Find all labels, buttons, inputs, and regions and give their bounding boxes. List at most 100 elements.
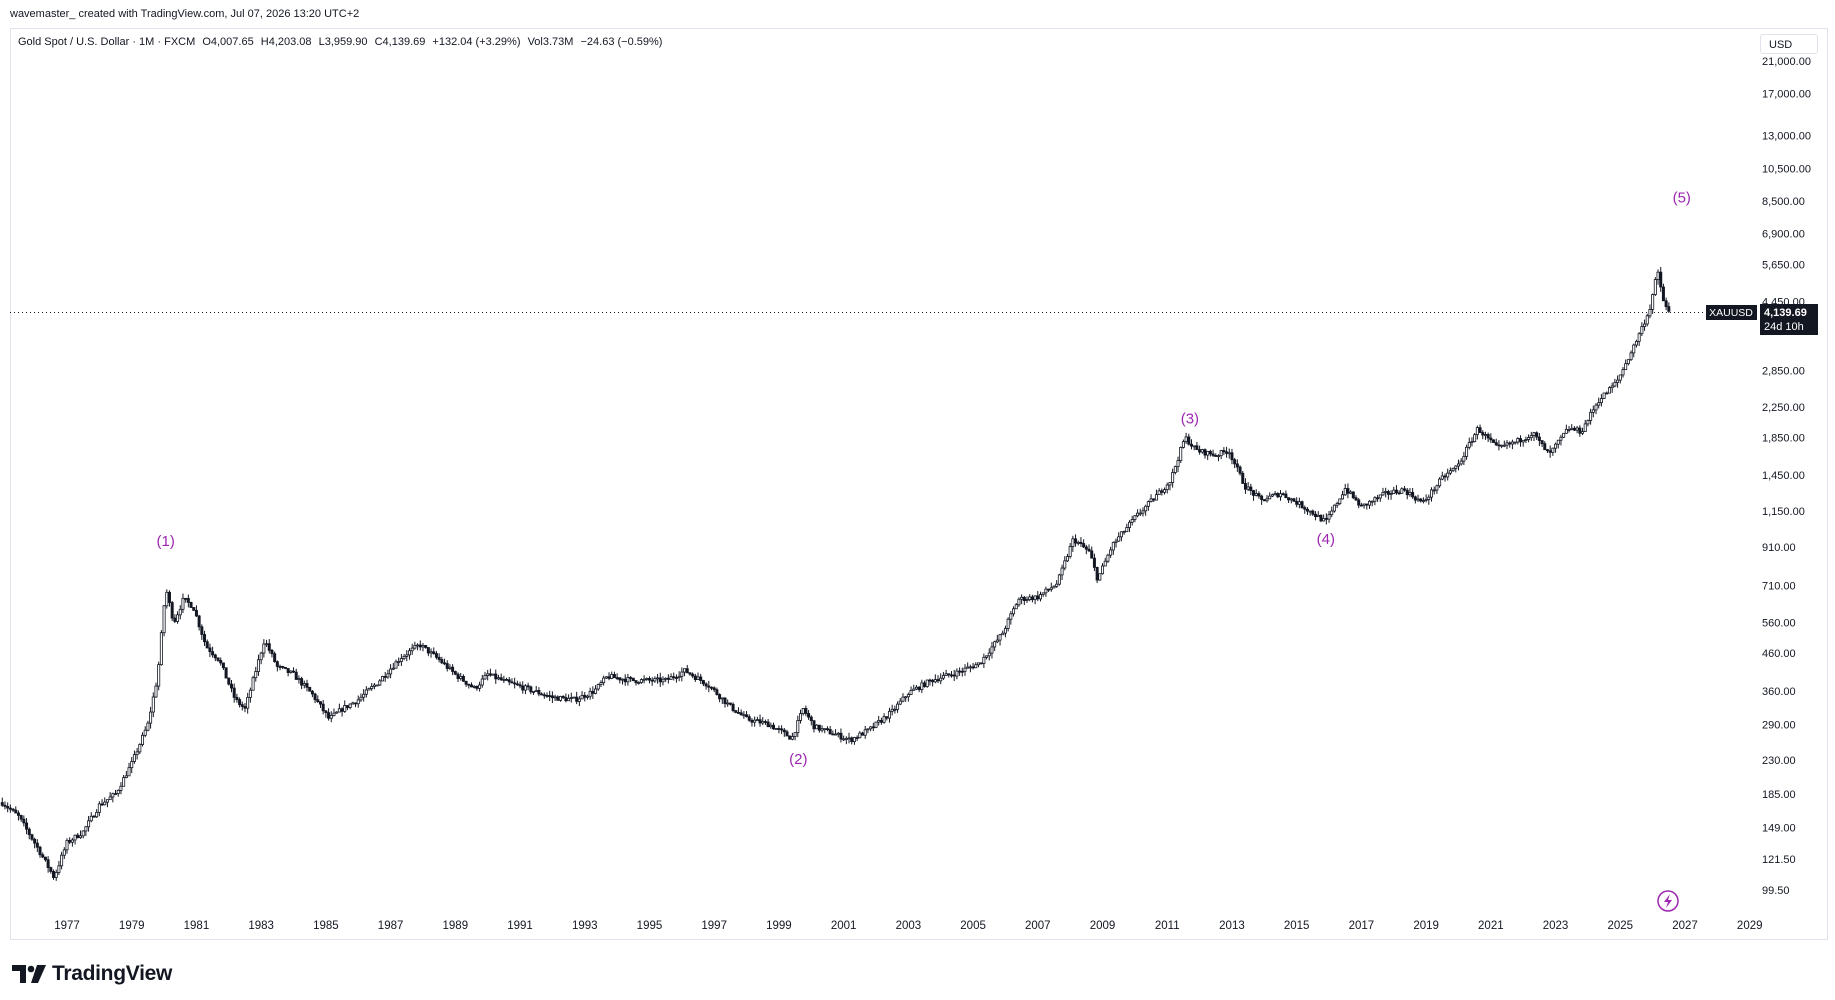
candle-body bbox=[73, 834, 77, 841]
candle-body bbox=[1500, 444, 1504, 447]
candle-body bbox=[1381, 491, 1385, 496]
wave-label: (5) bbox=[1673, 189, 1691, 206]
candle-body bbox=[1219, 450, 1223, 457]
candle-body bbox=[1060, 567, 1064, 576]
candle-body bbox=[418, 644, 422, 648]
candle-body bbox=[510, 681, 514, 684]
candle-body bbox=[966, 666, 970, 669]
candle-body bbox=[469, 684, 473, 688]
candle-body bbox=[359, 696, 363, 701]
candle-body bbox=[1667, 306, 1671, 312]
candle-body bbox=[1440, 475, 1444, 480]
candle-body bbox=[397, 661, 401, 663]
candle-body bbox=[704, 683, 708, 687]
lightning-icon[interactable] bbox=[1657, 890, 1679, 912]
currency-button[interactable]: USD bbox=[1760, 34, 1818, 54]
candle-body bbox=[1411, 491, 1415, 498]
time-tick-label: 2001 bbox=[831, 920, 857, 932]
candle-body bbox=[1181, 441, 1185, 448]
candle-body bbox=[159, 632, 163, 666]
candle-body bbox=[1243, 483, 1247, 490]
candle-body bbox=[124, 775, 128, 779]
candle-body bbox=[1599, 398, 1603, 404]
candle-body bbox=[839, 732, 843, 740]
candle-body bbox=[812, 720, 816, 730]
candle-body bbox=[1551, 447, 1555, 453]
candle-body bbox=[960, 670, 964, 673]
candle-body bbox=[1041, 592, 1045, 595]
candle-body bbox=[1554, 443, 1558, 449]
candle-body bbox=[874, 721, 878, 728]
candle-body bbox=[710, 686, 714, 689]
tradingview-logo[interactable]: TradingView bbox=[12, 962, 172, 986]
candle-body bbox=[1071, 538, 1075, 547]
price-tick-label: 710.00 bbox=[1762, 581, 1796, 593]
candle-body bbox=[343, 705, 347, 712]
candle-body bbox=[701, 680, 705, 685]
candle-body bbox=[928, 679, 932, 682]
candle-body bbox=[1664, 300, 1668, 308]
candle-body bbox=[917, 686, 921, 691]
time-tick-label: 1979 bbox=[119, 920, 145, 932]
candle-body bbox=[1136, 512, 1140, 517]
time-tick-label: 1983 bbox=[248, 920, 274, 932]
time-axis[interactable]: 1977 1979 1981 1983 1985 1987 1989 1991 1993 1995… bbox=[54, 920, 1762, 932]
legend-symbol[interactable]: Gold Spot / U.S. Dollar · 1M · FXCM bbox=[18, 36, 196, 48]
candle-body bbox=[1632, 344, 1636, 354]
price-axis[interactable]: 21,000.00 17,000.00 13,000.00 10,500.00 8,50… bbox=[1762, 56, 1811, 897]
candle-body bbox=[1082, 543, 1086, 548]
candle-body bbox=[731, 703, 735, 711]
candle-body bbox=[914, 686, 918, 690]
candle-body bbox=[1527, 437, 1531, 440]
candle-body bbox=[1443, 475, 1447, 478]
candle-body bbox=[1586, 420, 1590, 425]
candle-body bbox=[0, 802, 4, 806]
candle-body bbox=[1262, 499, 1266, 502]
candle-body bbox=[656, 677, 660, 680]
candle-body bbox=[1651, 294, 1655, 310]
candle-body bbox=[1052, 585, 1056, 589]
candle-body bbox=[542, 694, 546, 697]
price-tick-label: 121.50 bbox=[1762, 854, 1796, 866]
candle-body bbox=[278, 666, 282, 668]
candle-body bbox=[478, 684, 482, 689]
candle-body bbox=[823, 728, 827, 731]
candle-body bbox=[855, 737, 859, 739]
candle-body bbox=[1416, 498, 1420, 501]
time-tick-label: 2029 bbox=[1737, 920, 1763, 932]
candle-body bbox=[240, 704, 244, 707]
candle-body bbox=[1146, 501, 1150, 507]
candle-body bbox=[1138, 512, 1142, 515]
candle-body bbox=[108, 796, 112, 801]
candle-body bbox=[715, 689, 719, 695]
candle-body bbox=[728, 702, 732, 705]
candle-body bbox=[1454, 465, 1458, 469]
candle-body bbox=[351, 702, 355, 705]
candle-body bbox=[87, 820, 91, 828]
candle-body bbox=[149, 711, 153, 724]
candle-body bbox=[337, 708, 341, 713]
candle-body bbox=[879, 720, 883, 723]
wave-label: (4) bbox=[1317, 531, 1335, 548]
candle-body bbox=[1265, 498, 1269, 502]
candle-body bbox=[89, 815, 93, 822]
candle-body bbox=[1163, 489, 1167, 493]
candle-body bbox=[599, 682, 603, 685]
candle-body bbox=[1564, 429, 1568, 434]
price-tag-price: 4,139.69 bbox=[1764, 307, 1807, 319]
candle-body bbox=[1289, 498, 1293, 501]
candle-body bbox=[742, 714, 746, 717]
price-tick-label: 185.00 bbox=[1762, 789, 1796, 801]
candle-body bbox=[788, 735, 792, 740]
candle-body bbox=[982, 656, 986, 664]
candle-body bbox=[647, 678, 651, 681]
candle-body bbox=[1141, 510, 1145, 514]
candle-body bbox=[165, 591, 169, 607]
candle-body bbox=[817, 724, 821, 731]
candle-body bbox=[987, 652, 991, 657]
candle-body bbox=[402, 655, 406, 660]
candle-body bbox=[782, 729, 786, 733]
candle-body bbox=[1397, 492, 1401, 495]
candle-body bbox=[664, 677, 668, 680]
